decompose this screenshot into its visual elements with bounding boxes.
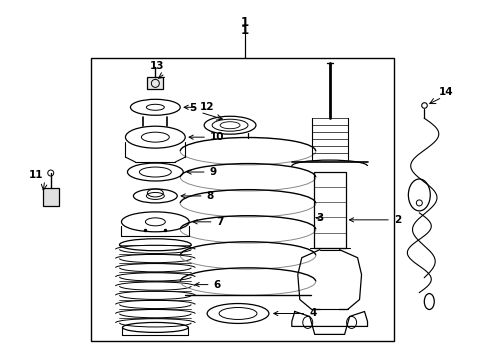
Text: 11: 11	[28, 170, 43, 180]
Text: 9: 9	[187, 167, 216, 177]
Text: 12: 12	[184, 102, 214, 112]
Text: 10: 10	[189, 132, 224, 142]
Text: 8: 8	[181, 191, 213, 201]
Text: 3: 3	[315, 213, 323, 223]
Text: 2: 2	[349, 215, 400, 225]
Text: 5: 5	[189, 103, 197, 113]
Text: 4: 4	[273, 309, 316, 319]
Bar	[90, 58, 394, 341]
Text: 1: 1	[241, 16, 248, 29]
Bar	[313, 172, 345, 248]
Text: 6: 6	[195, 280, 220, 289]
Bar	[147, 77, 163, 89]
Text: 7: 7	[193, 217, 224, 227]
Bar	[42, 188, 59, 206]
Text: 13: 13	[150, 62, 164, 71]
Text: 14: 14	[438, 87, 452, 97]
Text: 1: 1	[241, 24, 248, 37]
